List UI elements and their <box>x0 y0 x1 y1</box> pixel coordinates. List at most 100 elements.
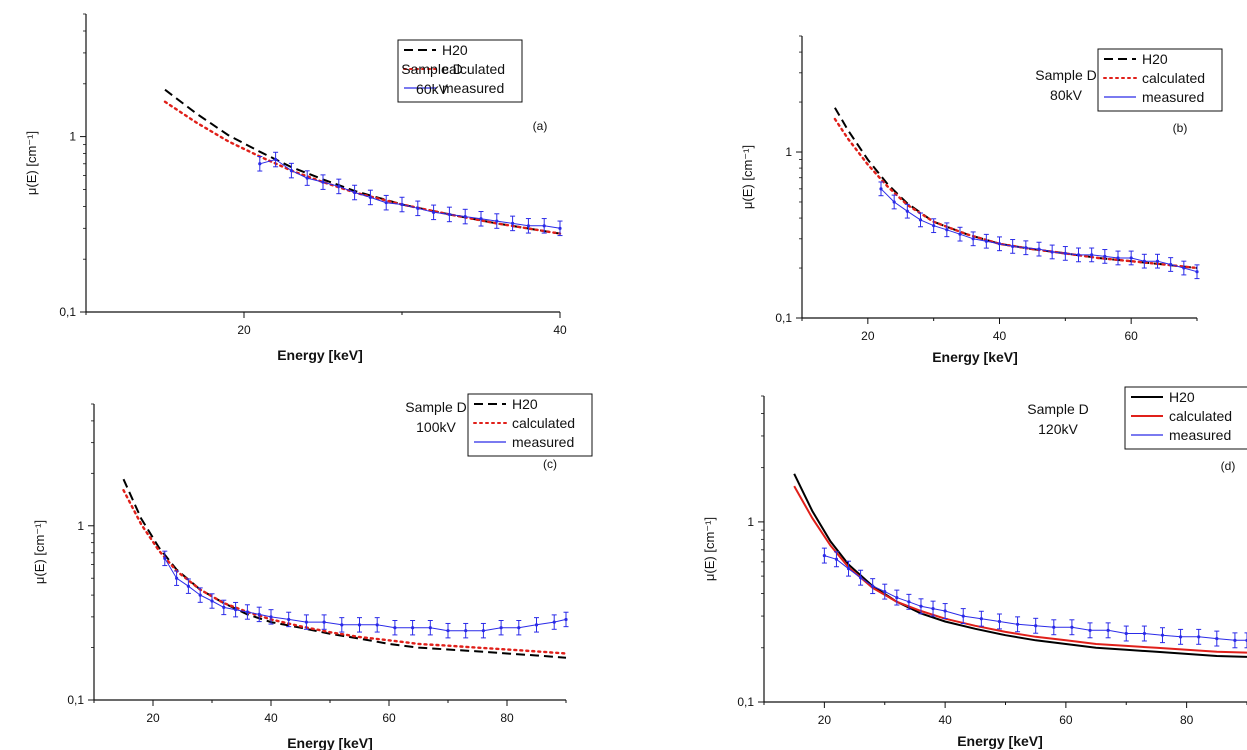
legend-label: H20 <box>512 396 538 412</box>
data-point <box>479 217 483 221</box>
y-axis-label: μ(E) [cm⁻¹] <box>702 517 717 581</box>
data-point <box>1195 270 1199 274</box>
x-tick-label: 20 <box>237 323 251 337</box>
data-point <box>1063 251 1067 256</box>
chart-panel-2: 20 40 60 0,1 1 Energy [keV] μ(E) [cm⁻¹] H20 calc… <box>740 35 1223 365</box>
y-axis-label: μ(E) [cm⁻¹] <box>740 145 755 209</box>
x-tick-label: 80 <box>1180 713 1194 727</box>
chart-panel-1: 20 40 0,1 1 Energy [keV] μ(E) [cm⁻¹] H20 calcul… <box>24 13 567 363</box>
data-point <box>931 607 935 611</box>
series-calculated <box>833 117 1199 270</box>
annotation-sample: Sample D <box>401 61 462 77</box>
series-calculated <box>793 485 1247 654</box>
data-point <box>542 224 546 228</box>
data-point <box>321 180 325 184</box>
data-point <box>1169 262 1173 267</box>
data-point <box>1050 250 1054 254</box>
data-point <box>1215 636 1219 641</box>
data-point <box>340 623 344 627</box>
data-point <box>1129 256 1133 260</box>
data-point <box>526 224 531 228</box>
series-calculated <box>163 100 562 235</box>
data-point <box>375 623 379 627</box>
legend-label: measured <box>1142 89 1204 105</box>
data-point <box>198 593 202 597</box>
data-point <box>1106 628 1110 632</box>
series-line-h20 <box>834 107 1198 269</box>
annotation-sample: Sample D <box>1027 401 1088 417</box>
chart-panel-4: 20 40 60 80 0,1 1 Energy [keV] μ(E) [cm⁻¹] H20 ca… <box>702 386 1247 749</box>
panel-tag: (c) <box>543 457 557 471</box>
legend-box <box>397 39 523 103</box>
y-axis-label: μ(E) [cm⁻¹] <box>24 131 39 195</box>
data-point <box>175 576 179 580</box>
data-point <box>163 556 167 560</box>
series-measured <box>162 550 569 639</box>
series-measured <box>821 547 1247 649</box>
x-tick-label: 40 <box>938 713 952 727</box>
data-point <box>337 184 341 189</box>
data-point <box>958 232 962 236</box>
annotation-voltage: 80kV <box>1050 87 1083 103</box>
legend-label: measured <box>1169 427 1231 443</box>
series-measured <box>257 151 563 237</box>
data-point <box>464 629 468 633</box>
series-line-h20 <box>793 473 1247 658</box>
data-point <box>447 212 451 217</box>
x-axis-label: Energy [keV] <box>957 733 1043 749</box>
legend-label: calculated <box>1169 408 1232 424</box>
data-point <box>510 221 515 225</box>
series-line-measured <box>259 158 561 229</box>
legend-label: H20 <box>1142 51 1168 67</box>
y-tick-label: 0,1 <box>737 695 754 709</box>
data-point <box>846 567 851 571</box>
series-line-calculated <box>833 117 1199 270</box>
y-axis-label: μ(E) [cm⁻¹] <box>32 520 47 584</box>
series-measured <box>878 181 1200 280</box>
data-point <box>210 599 214 603</box>
legend-label: H20 <box>442 42 468 58</box>
x-axis-label: Energy [keV] <box>277 347 363 363</box>
x-axis-label: Energy [keV] <box>287 735 373 750</box>
y-tick-label: 1 <box>77 519 84 533</box>
data-point <box>1103 254 1107 259</box>
data-point <box>517 626 521 630</box>
data-point <box>245 610 249 614</box>
data-point <box>879 187 883 191</box>
data-point <box>822 553 826 558</box>
data-point <box>1124 631 1128 636</box>
series-h20 <box>164 88 561 235</box>
data-point <box>234 608 238 612</box>
data-point <box>892 200 896 204</box>
data-point <box>883 590 887 594</box>
data-point <box>943 609 947 613</box>
data-point <box>428 626 432 630</box>
data-point <box>1088 628 1092 632</box>
series-line-measured <box>164 558 567 632</box>
data-point <box>463 214 467 219</box>
data-point <box>918 218 923 222</box>
x-tick-label: 60 <box>1059 713 1073 727</box>
data-point <box>1155 259 1160 263</box>
data-point <box>287 617 291 622</box>
series-h20 <box>793 473 1247 658</box>
data-point <box>269 615 273 619</box>
series-line-calculated <box>163 100 562 235</box>
data-point <box>322 620 326 624</box>
data-point <box>289 168 293 173</box>
data-point <box>353 190 357 195</box>
annotation-voltage: 100kV <box>416 419 456 435</box>
legend-label: measured <box>442 80 504 96</box>
annotation-sample: Sample D <box>405 399 466 415</box>
data-point <box>1034 624 1038 628</box>
data-point <box>499 626 503 630</box>
panel-tag: (b) <box>1173 121 1188 135</box>
data-point <box>495 219 499 223</box>
data-point <box>1024 246 1028 250</box>
data-point <box>368 195 372 200</box>
series-line-calculated <box>122 489 568 655</box>
data-point <box>432 210 436 214</box>
data-point <box>1070 625 1074 629</box>
data-point <box>1052 625 1056 629</box>
data-point <box>534 623 539 627</box>
